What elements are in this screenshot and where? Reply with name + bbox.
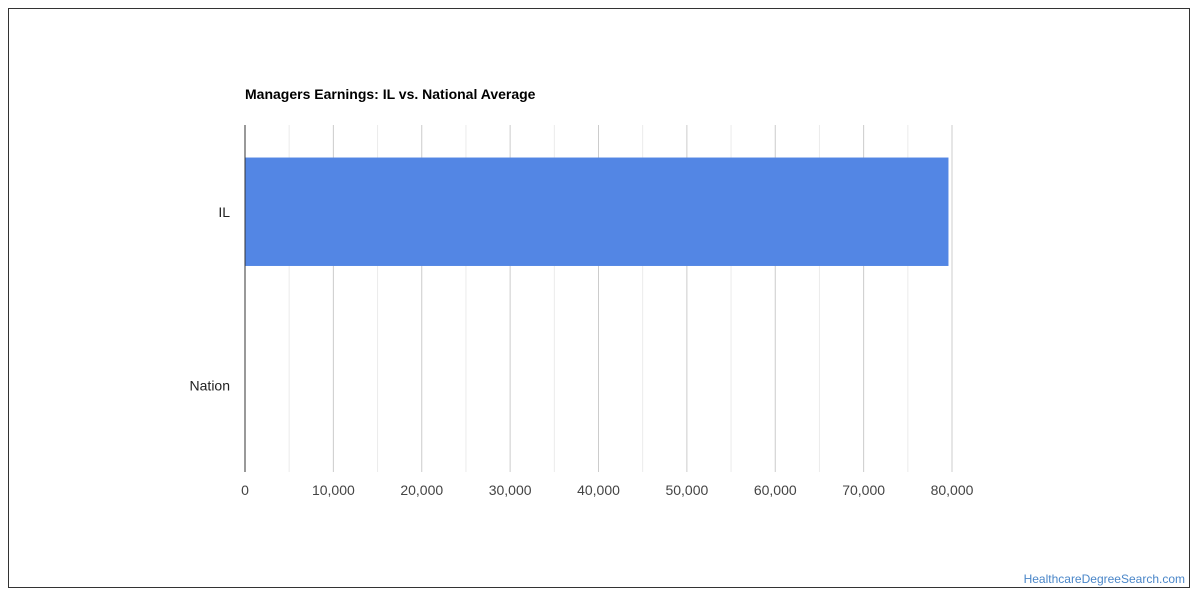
source-credit-link[interactable]: HealthcareDegreeSearch.com xyxy=(1023,572,1185,586)
x-tick-label: 80,000 xyxy=(931,482,974,498)
x-tick-label: 50,000 xyxy=(665,482,708,498)
x-tick-label: 20,000 xyxy=(400,482,443,498)
chart-title: Managers Earnings: IL vs. National Avera… xyxy=(245,86,536,102)
x-tick-label: 10,000 xyxy=(312,482,355,498)
x-tick-label: 30,000 xyxy=(489,482,532,498)
category-label: Nation xyxy=(190,377,230,393)
category-label: IL xyxy=(218,204,230,220)
x-tick-label: 70,000 xyxy=(842,482,885,498)
x-tick-label: 40,000 xyxy=(577,482,620,498)
x-tick-label: 0 xyxy=(241,482,249,498)
bar-il xyxy=(245,157,949,266)
x-tick-label: 60,000 xyxy=(754,482,797,498)
